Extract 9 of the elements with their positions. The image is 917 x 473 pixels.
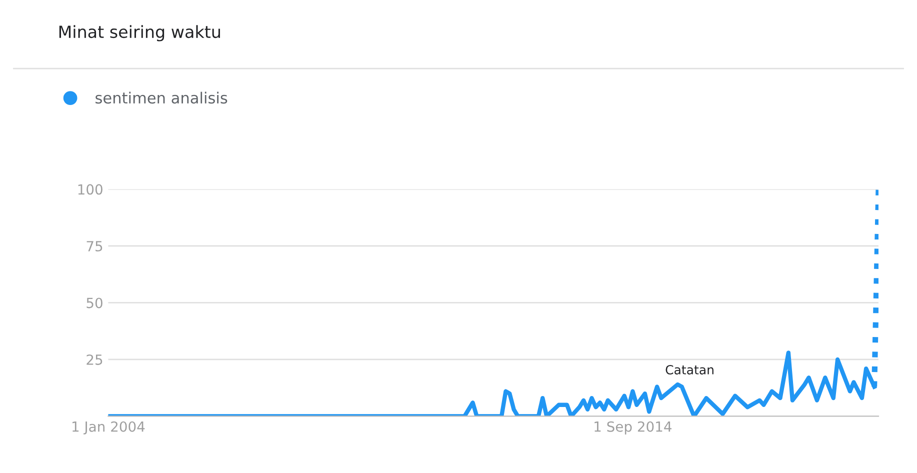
- x-tick-label: 1 Jan 2004: [72, 421, 145, 434]
- y-tick-label: 50: [86, 298, 102, 308]
- chart-title: Minat seiring waktu: [59, 25, 220, 42]
- y-tick-label: 75: [86, 241, 102, 252]
- y-tick-label: 25: [86, 354, 102, 365]
- annotation: Catatan: [666, 365, 714, 374]
- x-tick-label: 1 Sep 2014: [594, 421, 672, 435]
- legend-label: sentimen analisis: [96, 92, 228, 104]
- y-tick-label: 100: [78, 184, 102, 195]
